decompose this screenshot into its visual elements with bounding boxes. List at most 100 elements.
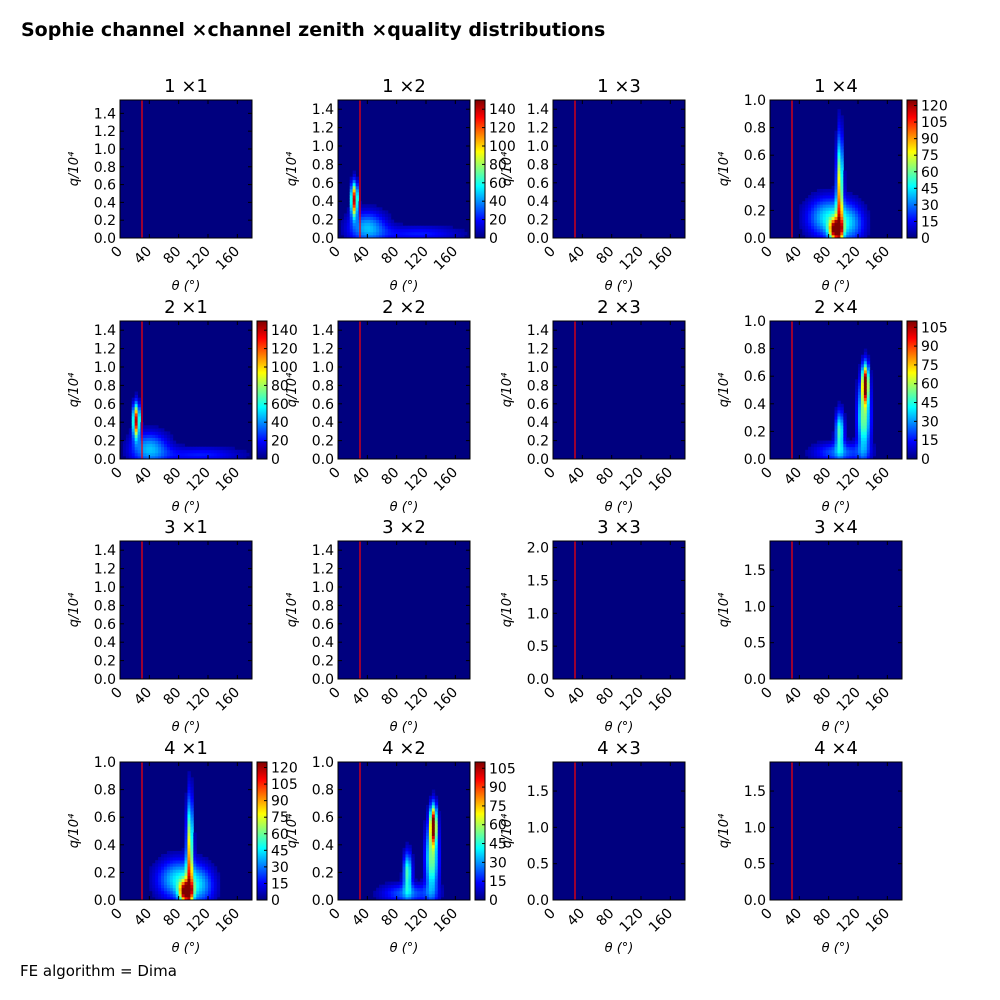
heatmap-cell xyxy=(355,207,359,211)
heatmap-cell xyxy=(155,443,159,448)
heatmap-cell xyxy=(131,397,136,402)
heatmap-cell xyxy=(202,875,206,879)
heatmap-cell xyxy=(840,406,844,411)
heatmap-cell xyxy=(437,869,442,873)
heatmap-cell xyxy=(831,213,835,217)
heatmap-cell xyxy=(376,234,380,239)
heatmap-cell xyxy=(208,893,212,898)
heatmap-cell xyxy=(376,893,380,898)
heatmap-cell xyxy=(396,881,400,886)
heatmap-cell xyxy=(346,231,351,236)
heatmap-cell xyxy=(855,400,859,405)
heatmap-cell xyxy=(169,857,174,861)
heatmap-cell xyxy=(420,228,424,233)
heatmap-cell xyxy=(205,893,209,898)
heatmap-cell xyxy=(420,231,424,236)
heatmap-cell xyxy=(355,231,359,236)
heatmap-cell xyxy=(816,455,821,460)
heatmap-cell xyxy=(434,829,439,833)
heatmap-cell xyxy=(816,219,821,224)
y-tick-label: 1.0 xyxy=(527,360,549,376)
heatmap-cell xyxy=(352,222,356,227)
heatmap-cell xyxy=(373,213,377,217)
heatmap-cell xyxy=(426,863,430,867)
y-tick-label: 0.4 xyxy=(94,838,116,854)
x-tick-label: 160 xyxy=(431,465,461,495)
heatmap-cell xyxy=(202,446,206,451)
heatmap-cell xyxy=(181,449,185,454)
heatmap-cell xyxy=(408,225,412,230)
heatmap-cell xyxy=(840,207,844,211)
heatmap-cell xyxy=(349,219,354,224)
y-tick-label: 1.2 xyxy=(527,342,549,358)
heatmap-cell xyxy=(202,884,206,889)
heatmap-cell xyxy=(122,440,127,445)
heatmap-cell xyxy=(434,817,439,821)
heatmap-cell xyxy=(805,213,809,217)
heatmap-cell xyxy=(822,452,827,457)
heatmap-cell xyxy=(190,844,194,849)
heatmap-cell xyxy=(417,231,421,236)
heatmap-cell xyxy=(426,881,430,886)
heatmap-cell xyxy=(152,866,156,870)
heatmap-cell xyxy=(434,808,439,812)
heatmap-cell xyxy=(158,428,162,432)
heatmap-cell xyxy=(349,207,354,211)
heatmap-cell xyxy=(175,872,180,876)
heatmap-cell xyxy=(411,890,415,895)
heatmap-cell xyxy=(860,425,865,429)
heatmap-cell xyxy=(190,860,194,864)
y-axis-label: q/10⁴ xyxy=(500,813,515,848)
heatmap-cell xyxy=(158,878,162,882)
heatmap-cell xyxy=(834,179,838,184)
heatmap-cell xyxy=(440,225,444,230)
heatmap-cell xyxy=(446,231,450,236)
heatmap-cell xyxy=(184,798,188,803)
heatmap-cell xyxy=(819,204,824,208)
heatmap-cell xyxy=(423,860,427,864)
heatmap-cell xyxy=(866,452,871,457)
heatmap-cell xyxy=(187,893,191,898)
heatmap-cell xyxy=(205,881,209,886)
heatmap-cell xyxy=(184,814,188,818)
heatmap-cell xyxy=(210,452,215,457)
y-tick-label: 0.2 xyxy=(94,654,116,670)
heatmap-cell xyxy=(866,231,871,236)
heatmap-cell xyxy=(426,808,430,812)
heatmap-cell xyxy=(843,413,847,417)
heatmap-cell xyxy=(143,428,147,432)
heatmap-cell xyxy=(869,394,874,399)
heatmap-cell xyxy=(390,884,395,889)
heatmap-cell xyxy=(849,219,853,224)
heatmap-cell xyxy=(866,376,871,380)
heatmap-cell xyxy=(405,884,409,889)
heatmap-cell xyxy=(202,452,206,457)
heatmap-cell xyxy=(190,875,194,879)
heatmap-cell xyxy=(166,884,171,889)
heatmap-cell xyxy=(175,446,180,451)
heatmap-cell xyxy=(184,866,188,870)
x-tick-label: 40 xyxy=(781,244,805,268)
heatmap-cell xyxy=(855,437,859,441)
heatmap-cell xyxy=(843,228,847,233)
heatmap-cell xyxy=(869,376,874,380)
heatmap-cell xyxy=(364,207,368,211)
colorbar-tick-label: 140 xyxy=(271,323,298,339)
heatmap-cell xyxy=(152,434,156,438)
heatmap-cell xyxy=(834,222,838,227)
heatmap-cell xyxy=(414,896,418,901)
heatmap-cell xyxy=(428,857,433,861)
heatmap-cell xyxy=(837,118,841,122)
y-tick-label: 0.8 xyxy=(527,378,549,394)
heatmap-cell xyxy=(379,884,383,889)
heatmap-cell xyxy=(869,425,874,429)
heatmap-cell xyxy=(834,164,838,168)
heatmap-cell xyxy=(158,857,162,861)
heatmap-cell xyxy=(184,795,188,800)
y-tick-label: 1.5 xyxy=(527,784,549,800)
heatmap-cell xyxy=(199,890,203,895)
heatmap-cell xyxy=(390,890,395,895)
